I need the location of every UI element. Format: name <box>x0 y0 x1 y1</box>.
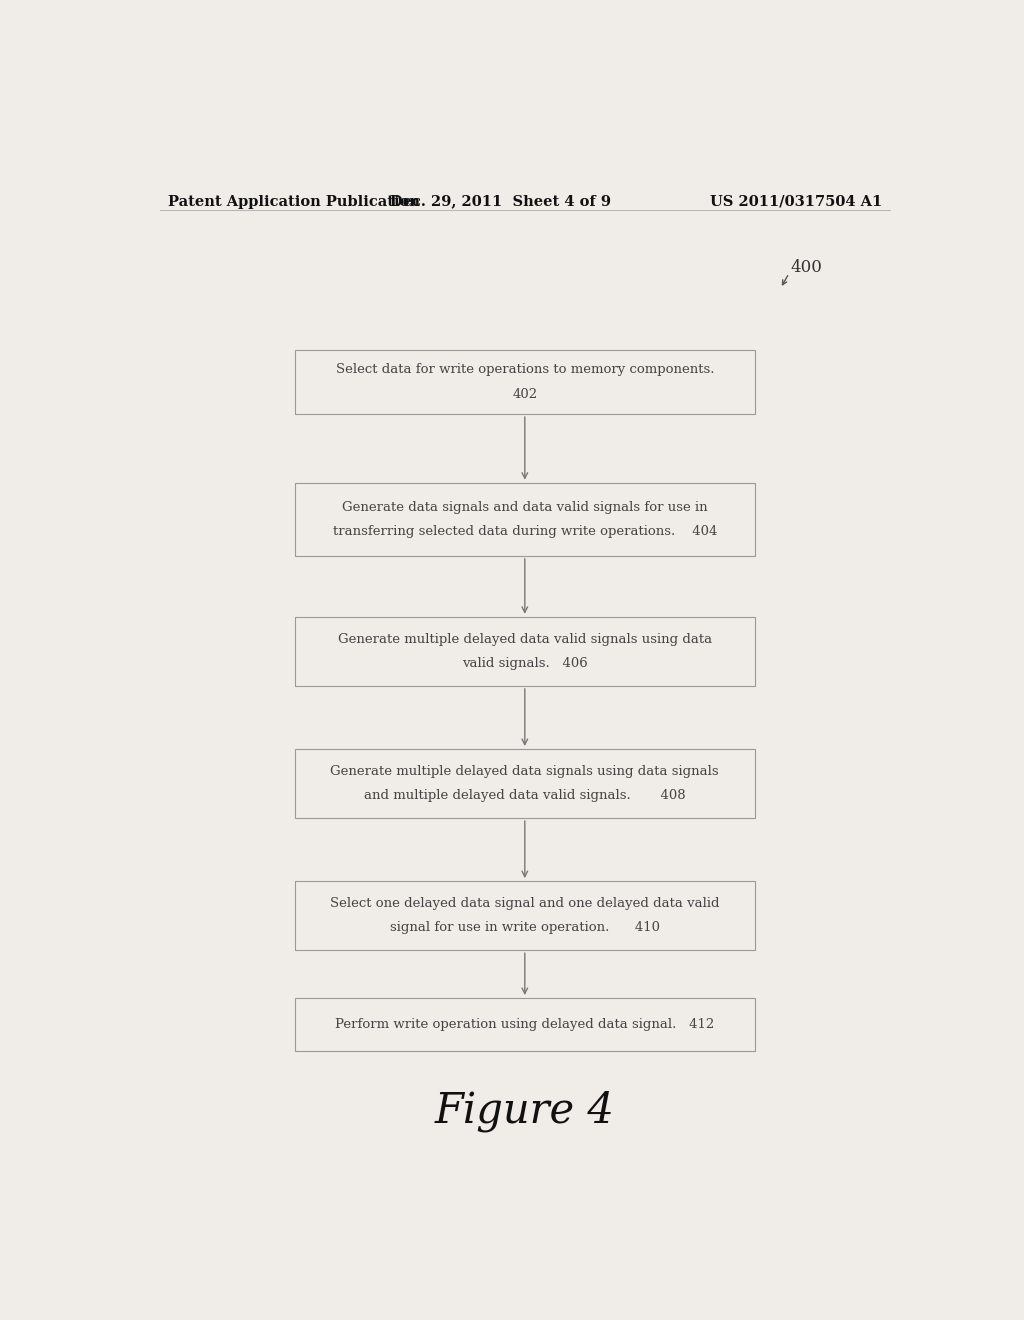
Text: Patent Application Publication: Patent Application Publication <box>168 194 420 209</box>
Text: Figure 4: Figure 4 <box>435 1090 614 1131</box>
Text: Dec. 29, 2011  Sheet 4 of 9: Dec. 29, 2011 Sheet 4 of 9 <box>390 194 611 209</box>
FancyBboxPatch shape <box>295 350 755 414</box>
Text: Generate multiple delayed data valid signals using data: Generate multiple delayed data valid sig… <box>338 632 712 645</box>
Text: signal for use in write operation.      410: signal for use in write operation. 410 <box>390 921 659 935</box>
FancyBboxPatch shape <box>295 748 755 818</box>
Text: Generate data signals and data valid signals for use in: Generate data signals and data valid sig… <box>342 500 708 513</box>
Text: and multiple delayed data valid signals.       408: and multiple delayed data valid signals.… <box>364 789 686 803</box>
Text: transferring selected data during write operations.    404: transferring selected data during write … <box>333 525 717 539</box>
Text: 400: 400 <box>791 259 822 276</box>
FancyBboxPatch shape <box>295 998 755 1051</box>
FancyBboxPatch shape <box>295 880 755 950</box>
Text: Select one delayed data signal and one delayed data valid: Select one delayed data signal and one d… <box>330 896 720 909</box>
Text: Perform write operation using delayed data signal.   412: Perform write operation using delayed da… <box>335 1018 715 1031</box>
Text: Generate multiple delayed data signals using data signals: Generate multiple delayed data signals u… <box>331 764 719 777</box>
Text: US 2011/0317504 A1: US 2011/0317504 A1 <box>710 194 882 209</box>
FancyBboxPatch shape <box>295 616 755 686</box>
Text: 402: 402 <box>512 388 538 401</box>
Text: Select data for write operations to memory components.: Select data for write operations to memo… <box>336 363 714 376</box>
FancyBboxPatch shape <box>295 483 755 556</box>
Text: valid signals.   406: valid signals. 406 <box>462 657 588 671</box>
